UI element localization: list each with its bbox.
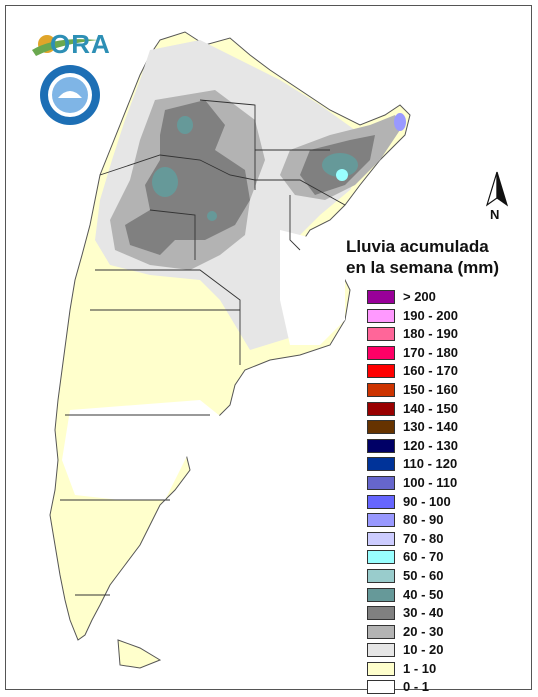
legend-swatch: [367, 550, 395, 565]
logo-text: ORA: [50, 29, 111, 59]
legend-swatch: [367, 438, 395, 453]
legend-label: > 200: [403, 289, 436, 304]
legend-swatch: [367, 643, 395, 658]
legend-swatch: [367, 401, 395, 416]
legend-label: 190 - 200: [403, 307, 458, 323]
legend-title-line2: en la semana (mm): [346, 258, 500, 277]
legend-swatch: [367, 680, 395, 695]
legend-swatch: [367, 624, 395, 639]
legend-label: 40 - 50: [403, 586, 444, 602]
rain-zone-30-40: [125, 100, 250, 255]
north-label: N: [490, 207, 500, 222]
rain-zone-40-50-a: [152, 167, 178, 197]
legend-title: Lluvia acumulada en la semana (mm): [346, 236, 526, 278]
rain-zone-40-50-d: [207, 211, 217, 221]
legend-swatch: [367, 606, 395, 621]
legend-label: 0 - 1: [403, 679, 430, 695]
rain-zone-80-90: [394, 113, 406, 131]
tierra-del-fuego: [117, 639, 162, 669]
legend-swatch: [367, 587, 395, 602]
legend-label: 1 - 10: [403, 660, 437, 676]
legend-label: 90 - 100: [403, 493, 451, 509]
province-boundaries: [60, 99, 346, 596]
legend-label: 30 - 40: [403, 605, 444, 621]
legend-swatch: [367, 345, 395, 360]
legend-swatch: [367, 364, 395, 379]
rain-zone-0-1: [280, 230, 345, 345]
legend-label: 130 - 140: [403, 419, 458, 435]
legend-label: 50 - 60: [403, 567, 444, 583]
legend-label: 120 - 130: [403, 437, 458, 453]
legend-label: 100 - 110: [403, 474, 458, 490]
legend-label: 10 - 20: [403, 642, 444, 658]
legend-label: 20 - 30: [403, 623, 444, 639]
legend-swatch: [367, 661, 395, 676]
rain-zone-0-1-patagonia: [62, 400, 225, 500]
rain-zone-60-70: [336, 169, 348, 181]
legend-label: 170 - 180: [403, 344, 458, 360]
legend-swatch: [367, 290, 395, 304]
legend-label: 70 - 80: [403, 530, 444, 546]
legend-swatch: [367, 327, 395, 342]
legend-swatch: [367, 531, 395, 546]
smn-seal: [40, 65, 100, 125]
legend-label: 160 - 170: [403, 363, 458, 379]
legend-swatch: [367, 568, 395, 583]
legend-swatch: [367, 513, 395, 528]
north-arrow-icon: [485, 171, 509, 207]
legend-label: 140 - 150: [403, 400, 458, 416]
legend-swatch: [367, 457, 395, 472]
logo-swoosh-icon: [32, 39, 98, 56]
rain-zone-40-50-b: [177, 116, 193, 134]
legend-swatch: [367, 494, 395, 509]
legend-swatch: [367, 475, 395, 490]
legend-swatch: [367, 382, 395, 397]
legend-label: 80 - 90: [403, 512, 444, 528]
legend-label: 60 - 70: [403, 549, 444, 565]
legend-swatch: [367, 420, 395, 435]
legend-label: 180 - 190: [403, 326, 458, 342]
map-frame: [5, 5, 532, 690]
legend-swatch: [367, 308, 395, 323]
legend-label: 150 - 160: [403, 381, 458, 397]
legend-label: 110 - 120: [403, 456, 458, 472]
rain-zone-40-50-c: [322, 153, 358, 177]
legend-title-line1: Lluvia acumulada: [346, 237, 489, 256]
